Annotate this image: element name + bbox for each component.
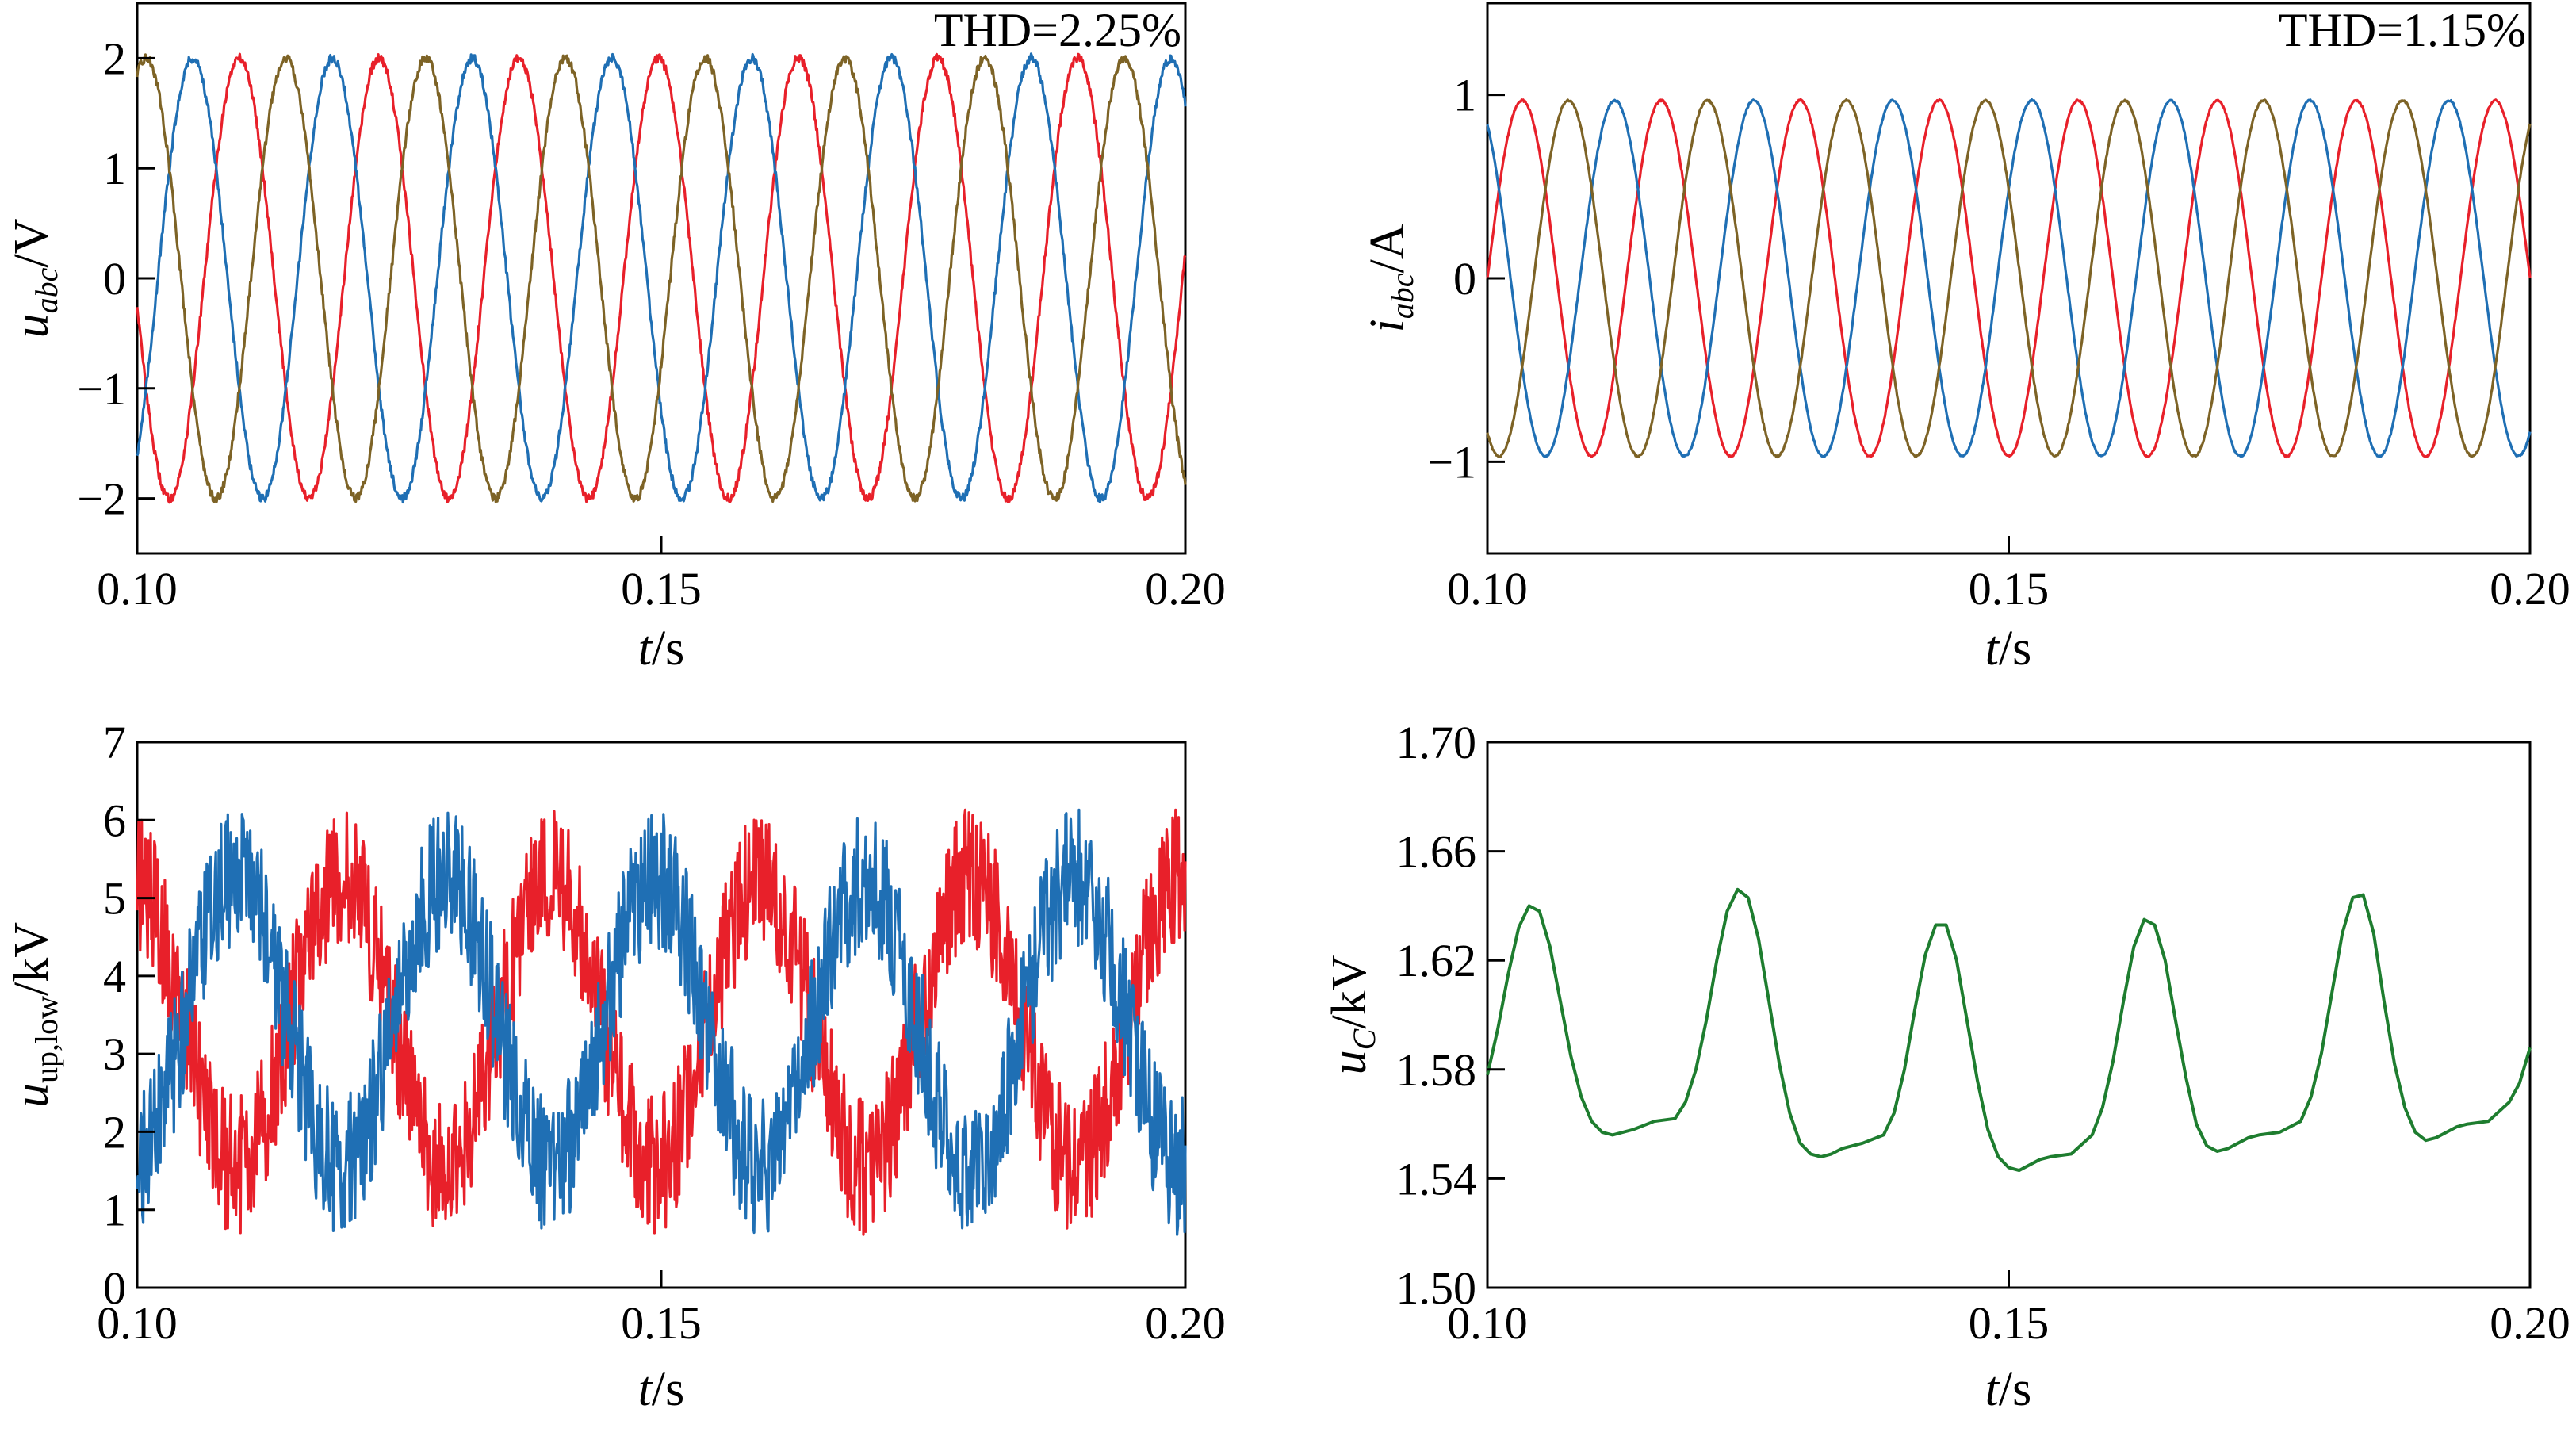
x-tick-label: 0.10 bbox=[1447, 1297, 1528, 1349]
y-tick-label: 6 bbox=[103, 794, 126, 846]
y-tick-label: 0 bbox=[103, 1262, 126, 1314]
series-layer bbox=[1486, 98, 2532, 459]
y-axis-label: uC/kV bbox=[1322, 955, 1382, 1074]
y-axis-label: uup,low/kV bbox=[5, 922, 64, 1108]
y-tick-label: 0 bbox=[103, 253, 126, 304]
thd-annotation: THD=1.15% bbox=[2279, 4, 2526, 56]
x-tick-label: 0.10 bbox=[1447, 563, 1528, 615]
plot-frame bbox=[1486, 741, 2532, 1289]
series-layer bbox=[136, 808, 1187, 1236]
plot-area: 0.10 0.15 0.20 −2 −1 0 1 2 bbox=[77, 2, 1226, 615]
x-tick-label: 0.15 bbox=[621, 563, 702, 615]
panel-capacitor-voltage: 0.10 0.15 0.20 1.50 1.54 1.58 1.62 1.66 1.70 t/s… bbox=[1322, 717, 2570, 1416]
plot-area: 0.10 0.15 0.20 −1 0 1 bbox=[1427, 2, 2570, 615]
series-line-1 bbox=[136, 52, 1187, 504]
y-tick-label: −1 bbox=[1427, 436, 1476, 488]
y-tick-label: 2 bbox=[103, 33, 126, 84]
y-tick-label: 1 bbox=[1453, 70, 1476, 121]
y-tick-label: 7 bbox=[103, 717, 126, 768]
series-line-0 bbox=[1486, 98, 2532, 458]
y-tick-label: 1 bbox=[103, 1185, 126, 1236]
y-tick-label: −2 bbox=[77, 473, 126, 525]
series-layer bbox=[1486, 887, 2532, 1173]
plot-area: 0.10 0.15 0.20 1.50 1.54 1.58 1.62 1.66 1.70 bbox=[1396, 717, 2570, 1349]
x-tick-label: 0.10 bbox=[97, 563, 178, 615]
series-line-0 bbox=[136, 808, 1187, 1236]
series-line-2 bbox=[1486, 98, 2532, 459]
y-tick-label: 1.70 bbox=[1396, 717, 1477, 768]
plot-frame bbox=[1486, 2, 2532, 555]
thd-annotation: THD=2.25% bbox=[934, 4, 1181, 56]
x-tick-label: 0.20 bbox=[2490, 563, 2570, 615]
y-tick-label: 4 bbox=[103, 951, 126, 1002]
x-axis-label: t/s bbox=[638, 622, 685, 676]
x-axis-label: t/s bbox=[1985, 1362, 2032, 1416]
plot-area: 0.10 0.15 0.20 0 1 2 3 4 5 6 7 bbox=[97, 717, 1226, 1349]
y-tick-label: 2 bbox=[103, 1106, 126, 1158]
ticks-layer: 0.10 0.15 0.20 1.50 1.54 1.58 1.62 1.66 1.70 bbox=[1396, 717, 2570, 1349]
x-axis-label: t/s bbox=[638, 1362, 685, 1416]
series-line-2 bbox=[136, 53, 1187, 503]
series-line-0 bbox=[1486, 887, 2532, 1173]
panel-voltage: 0.10 0.15 0.20 −2 −1 0 1 2 THD=2.25% t/s uabc/V bbox=[5, 2, 1226, 676]
x-tick-label: 0.15 bbox=[621, 1297, 702, 1349]
x-tick-label: 0.10 bbox=[97, 1297, 178, 1349]
x-tick-label: 0.15 bbox=[1969, 563, 2050, 615]
series-layer bbox=[136, 52, 1187, 504]
y-tick-label: 1.66 bbox=[1396, 826, 1477, 878]
y-tick-label: 1.54 bbox=[1396, 1153, 1477, 1204]
ticks-layer: 0.10 0.15 0.20 −2 −1 0 1 2 bbox=[77, 33, 1225, 615]
x-tick-label: 0.20 bbox=[1145, 1297, 1226, 1349]
plot-frame bbox=[136, 2, 1187, 555]
y-axis-label: iabc/A bbox=[1361, 224, 1420, 332]
x-tick-label: 0.15 bbox=[1969, 1297, 2050, 1349]
y-tick-label: 3 bbox=[103, 1028, 126, 1080]
series-line-0 bbox=[136, 52, 1187, 504]
y-tick-label: 1.62 bbox=[1396, 935, 1477, 986]
y-tick-label: 1 bbox=[103, 143, 126, 194]
panel-arm-voltage: 0.10 0.15 0.20 0 1 2 3 4 5 6 7 t/s uup,low/kV bbox=[5, 717, 1226, 1416]
ticks-layer: 0.10 0.15 0.20 0 1 2 3 4 5 6 7 bbox=[97, 717, 1226, 1349]
y-tick-label: 5 bbox=[103, 873, 126, 925]
series-line-1 bbox=[136, 808, 1187, 1236]
x-tick-label: 0.20 bbox=[2490, 1297, 2570, 1349]
panel-current: 0.10 0.15 0.20 −1 0 1 THD=1.15% t/s iabc/A bbox=[1361, 2, 2570, 676]
y-tick-label: 1.58 bbox=[1396, 1044, 1477, 1096]
y-tick-label: 1.50 bbox=[1396, 1262, 1477, 1314]
y-tick-label: −1 bbox=[77, 363, 126, 415]
x-tick-label: 0.20 bbox=[1145, 563, 1226, 615]
x-axis-label: t/s bbox=[1985, 622, 2032, 676]
y-tick-label: 0 bbox=[1453, 253, 1476, 304]
y-axis-label: uabc/V bbox=[5, 218, 64, 338]
ticks-layer: 0.10 0.15 0.20 −1 0 1 bbox=[1427, 70, 2570, 615]
